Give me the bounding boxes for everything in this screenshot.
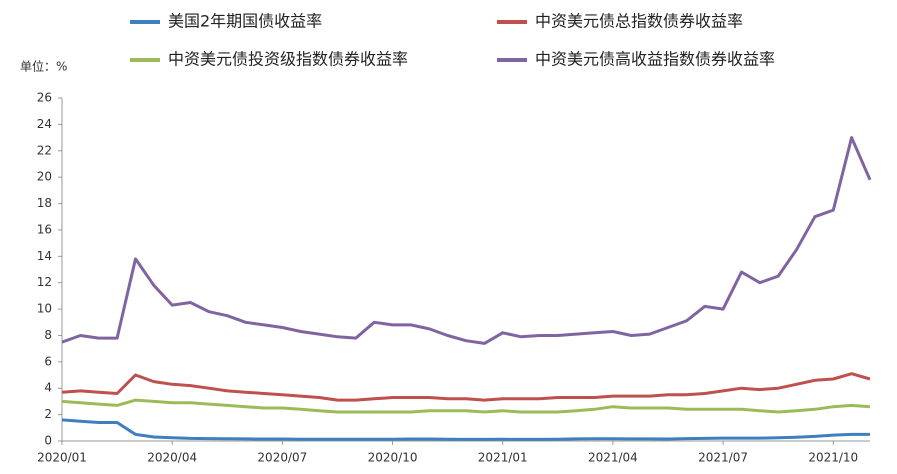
y-tick-label: 10 <box>37 302 52 316</box>
x-tick-label: 2021/10 <box>808 451 858 465</box>
legend-label: 中资美元债总指数债券收益率 <box>535 12 743 31</box>
series-line <box>61 372 871 402</box>
y-tick-label: 2 <box>44 407 52 421</box>
y-tick-label: 16 <box>37 222 52 236</box>
y-tick-label: 4 <box>44 381 52 395</box>
series-line <box>61 136 872 345</box>
x-tick-label: 2020/01 <box>37 451 87 465</box>
legend-label: 中资美元债投资级指数债券收益率 <box>168 50 408 69</box>
legend-label: 美国2年期国债收益率 <box>168 12 322 31</box>
y-tick-label: 12 <box>37 275 52 289</box>
y-tick-label: 24 <box>37 117 52 131</box>
y-tick-label: 18 <box>37 196 52 210</box>
x-tick-label: 2021/07 <box>698 451 748 465</box>
x-tick-label: 2021/01 <box>478 451 528 465</box>
y-tick-label: 8 <box>44 328 52 342</box>
y-tick-label: 0 <box>44 434 52 448</box>
series-line <box>61 398 871 414</box>
y-tick-label: 22 <box>37 143 52 157</box>
y-tick-label: 20 <box>37 170 52 184</box>
y-tick-label: 14 <box>37 249 52 263</box>
unit-label: 单位：% <box>20 59 67 74</box>
series-line <box>61 418 870 441</box>
y-tick-label: 6 <box>44 354 52 368</box>
y-tick-label: 26 <box>37 91 52 105</box>
x-tick-label: 2020/04 <box>147 451 197 465</box>
x-tick-label: 2021/04 <box>588 451 638 465</box>
legend-label: 中资美元债高收益指数债券收益率 <box>535 50 775 69</box>
x-tick-label: 2020/07 <box>257 451 307 465</box>
x-tick-label: 2020/10 <box>368 451 418 465</box>
